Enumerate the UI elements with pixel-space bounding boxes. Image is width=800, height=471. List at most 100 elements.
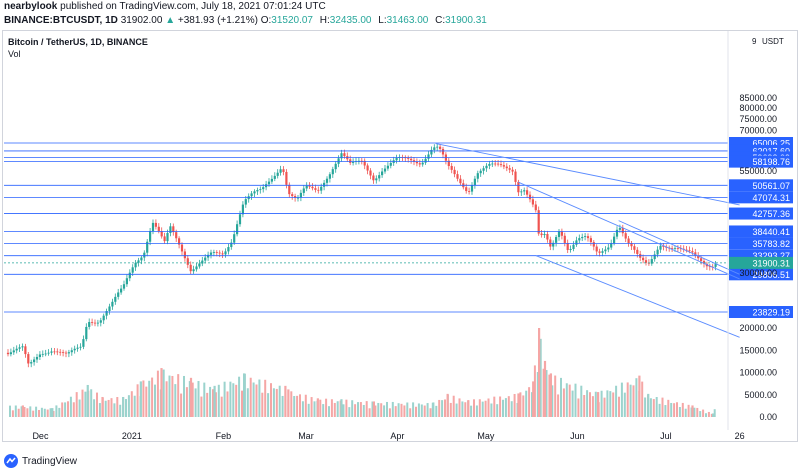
volume-bar bbox=[528, 387, 531, 417]
candle-body bbox=[702, 260, 706, 264]
volume-bar bbox=[420, 404, 423, 417]
volume-bar bbox=[325, 398, 328, 417]
candle-body bbox=[433, 147, 436, 150]
volume-tick-label: 10000.00 bbox=[739, 368, 777, 378]
candle-body bbox=[543, 233, 546, 236]
volume-bar bbox=[487, 398, 490, 417]
volume-bar bbox=[267, 393, 270, 417]
candle-body bbox=[375, 178, 378, 181]
volume-bar bbox=[296, 395, 299, 417]
candle-body bbox=[137, 260, 140, 263]
volume-bar bbox=[313, 401, 316, 417]
volume-bar bbox=[81, 389, 84, 417]
candle-body bbox=[389, 162, 392, 166]
level-label-bg bbox=[729, 268, 793, 281]
volume-bar bbox=[612, 392, 615, 417]
tradingview-brand: TradingView bbox=[22, 455, 78, 467]
volume-bar bbox=[168, 375, 171, 417]
candle-body bbox=[195, 266, 198, 270]
candle-body bbox=[586, 236, 590, 239]
volume-bar bbox=[705, 413, 707, 417]
volume-bar bbox=[9, 405, 11, 417]
time-tick-label: Apr bbox=[390, 431, 404, 441]
candle-body bbox=[636, 249, 639, 254]
candle-body bbox=[267, 181, 271, 185]
volume-bar bbox=[562, 388, 565, 417]
volume-bar bbox=[38, 409, 40, 417]
level-label: 35783.82 bbox=[752, 239, 790, 249]
volume-bar bbox=[618, 396, 620, 417]
volume-bar bbox=[684, 408, 687, 417]
volume-bar bbox=[11, 410, 14, 417]
candle-body bbox=[415, 161, 418, 164]
volume-bar bbox=[270, 383, 272, 417]
candle-body bbox=[224, 251, 227, 255]
volume-bar bbox=[478, 399, 481, 417]
candle-body bbox=[99, 320, 102, 323]
volume-bar bbox=[293, 396, 296, 417]
volume-bar bbox=[278, 385, 281, 417]
volume-bar bbox=[383, 405, 386, 417]
candle-body bbox=[166, 232, 169, 242]
candle-body bbox=[569, 248, 572, 250]
candle-body bbox=[589, 238, 592, 243]
volume-bar bbox=[322, 404, 325, 417]
candle-body bbox=[456, 174, 459, 179]
high-value: 32435.00 bbox=[329, 15, 372, 26]
candle-body bbox=[642, 257, 645, 261]
level-label: 38440.41 bbox=[752, 227, 790, 237]
candle-body bbox=[601, 251, 604, 253]
candle-body bbox=[488, 163, 491, 166]
candle-body bbox=[676, 248, 679, 249]
volume-bar bbox=[484, 400, 487, 417]
candle-body bbox=[38, 354, 41, 357]
trend-line bbox=[518, 181, 740, 280]
volume-bar bbox=[203, 382, 206, 417]
candle-body bbox=[491, 163, 494, 165]
candle-body bbox=[140, 257, 143, 261]
candle-body bbox=[102, 315, 105, 321]
candle-body bbox=[111, 301, 114, 307]
volume-bar bbox=[644, 397, 647, 417]
candle-body bbox=[508, 168, 511, 170]
candle-body bbox=[650, 259, 653, 264]
volume-bar bbox=[281, 395, 284, 417]
volume-tick-label: 0.00 bbox=[759, 412, 777, 422]
candle-body bbox=[134, 262, 137, 268]
candle-body bbox=[6, 352, 10, 355]
candle-body bbox=[340, 153, 343, 159]
volume-bar bbox=[374, 405, 377, 417]
author-name[interactable]: nearbylook bbox=[4, 1, 58, 12]
volume-bar bbox=[380, 403, 383, 417]
volume-bar bbox=[229, 381, 232, 417]
volume-bar bbox=[160, 368, 163, 417]
candle-body bbox=[59, 351, 62, 353]
volume-bar bbox=[191, 382, 194, 417]
candle-body bbox=[427, 154, 430, 159]
volume-bar bbox=[189, 377, 193, 417]
volume-bar bbox=[359, 402, 362, 417]
volume-bar bbox=[542, 368, 545, 417]
footer[interactable]: TradingView bbox=[4, 452, 77, 470]
candle-body bbox=[64, 352, 68, 354]
candle-body bbox=[50, 351, 53, 353]
volume-bar bbox=[603, 397, 606, 417]
volume-bar bbox=[299, 394, 301, 417]
volume-bar bbox=[388, 408, 391, 417]
volume-bar bbox=[652, 399, 655, 417]
volume-bar bbox=[171, 375, 174, 417]
candle-body bbox=[311, 186, 314, 189]
volume-bar bbox=[560, 377, 562, 417]
volume-bar bbox=[151, 377, 154, 417]
candle-body bbox=[276, 172, 279, 176]
candle-body bbox=[337, 158, 340, 164]
level-label: 29806.51 bbox=[752, 270, 790, 280]
candle-body bbox=[549, 239, 552, 247]
candle-body bbox=[253, 191, 256, 194]
candle-body bbox=[128, 272, 131, 279]
candle-body bbox=[285, 171, 288, 185]
horizontal-levels: 65006.2562017.6059693.0958198.7650561.07… bbox=[4, 137, 793, 318]
level-label: 65006.25 bbox=[752, 139, 790, 149]
volume-bar bbox=[568, 384, 571, 417]
